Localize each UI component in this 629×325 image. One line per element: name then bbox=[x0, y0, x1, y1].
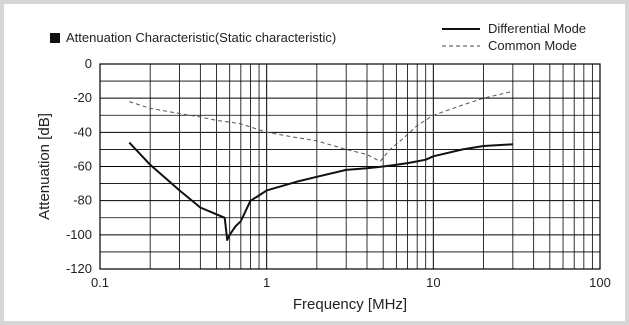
x-tick-label: 100 bbox=[589, 275, 611, 290]
x-tick-label: 10 bbox=[426, 275, 440, 290]
y-tick-label: 0 bbox=[85, 56, 92, 71]
chart-title-text: Attenuation Characteristic(Static charac… bbox=[66, 30, 337, 45]
legend: Differential Mode Common Mode bbox=[442, 20, 586, 54]
legend-item-differential: Differential Mode bbox=[442, 20, 586, 37]
chart-title: Attenuation Characteristic(Static charac… bbox=[50, 30, 336, 45]
legend-square-icon bbox=[50, 32, 60, 43]
legend-label-common: Common Mode bbox=[488, 38, 577, 53]
x-axis-label: Frequency [MHz] bbox=[293, 296, 407, 313]
solid-line-swatch-icon bbox=[442, 27, 480, 30]
plot-border bbox=[99, 63, 601, 270]
y-tick-label: -120 bbox=[66, 261, 92, 276]
y-tick-label: -100 bbox=[66, 227, 92, 242]
y-tick-label: -60 bbox=[73, 159, 92, 174]
y-tick-label: -40 bbox=[73, 124, 92, 139]
y-axis-label: Attenuation [dB] bbox=[36, 113, 53, 220]
legend-label-differential: Differential Mode bbox=[488, 21, 587, 36]
dashed-line-swatch-icon bbox=[442, 45, 480, 46]
x-tick-label: 1 bbox=[263, 275, 270, 290]
legend-item-common: Common Mode bbox=[442, 37, 586, 54]
y-tick-label: -80 bbox=[73, 193, 92, 208]
x-tick-label: 0.1 bbox=[91, 275, 109, 290]
series-line-differential-mode bbox=[128, 141, 513, 241]
y-tick-label: -20 bbox=[73, 90, 92, 105]
